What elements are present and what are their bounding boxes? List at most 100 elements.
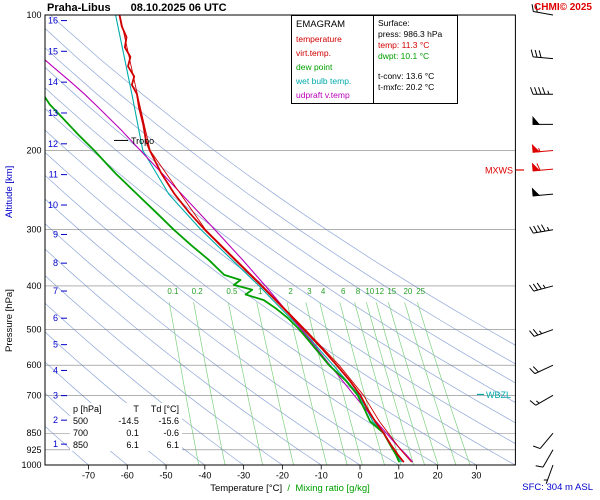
- temperature-axis-label: Temperature [°C]: [210, 483, 283, 494]
- temp-tick-label: -40: [198, 471, 211, 481]
- wbzl-label: WBZL: [486, 390, 511, 400]
- altitude-tick-label: 10: [48, 200, 58, 210]
- wind-barb: [533, 432, 554, 450]
- legend-item: temperature: [296, 34, 342, 44]
- mixing-ratio-label: 3: [307, 287, 312, 296]
- barb-staff: [534, 329, 554, 337]
- mixing-ratio-line: [354, 302, 402, 465]
- barb-staff: [533, 11, 554, 16]
- altitude-axis-label: Altitude [km]: [4, 165, 15, 218]
- table-cell: 700: [73, 428, 89, 438]
- barb-half: [547, 90, 550, 95]
- barb-flag: [531, 143, 541, 153]
- barb-full: [529, 330, 535, 337]
- barb-full: [529, 367, 536, 374]
- surface-box: Surface: press: 986.3 hPa temp: 11.3 °C dw…: [373, 15, 458, 104]
- barb-full: [542, 87, 546, 95]
- mixing-ratio-line: [286, 302, 328, 465]
- virt-temp-curve: [119, 15, 412, 463]
- pressure-axis-label: Pressure [hPa]: [4, 289, 15, 352]
- barb-half: [538, 148, 541, 152]
- barb-full: [536, 282, 542, 290]
- table-cell: 0.1: [126, 428, 139, 438]
- mixing-ratio-label: 12: [375, 287, 384, 296]
- table-cell: 850: [73, 440, 89, 450]
- altitude-tick-label: 14: [48, 77, 58, 87]
- legend-item: dew point: [296, 62, 333, 72]
- barb-full: [529, 400, 537, 406]
- mixing-ratio-line: [319, 302, 363, 465]
- barb-full: [541, 224, 546, 232]
- barb-full: [530, 49, 534, 57]
- page-title: Praha-Libus 08.10.2025 06 UTC: [47, 2, 227, 14]
- mixing-ratio-line: [339, 302, 385, 465]
- mixing-ratio-line: [193, 302, 226, 465]
- barb-staff: [534, 364, 554, 375]
- mixing-ratio-label: 4: [321, 287, 326, 296]
- table-header-row: p [hPa] T Td [°C]: [70, 403, 182, 415]
- wind-barb: [532, 116, 553, 125]
- mixing-ratio-label: 2: [288, 287, 293, 296]
- pressure-tick-label: 500: [26, 325, 41, 335]
- barb-flag: [531, 187, 541, 197]
- altitude-tick-label: 2: [53, 415, 58, 425]
- mixing-ratio-line: [388, 302, 439, 465]
- table-header-cell: T: [133, 404, 139, 414]
- temp-tick-label: -10: [315, 471, 328, 481]
- table-cell: -15.6: [158, 416, 179, 426]
- barb-full: [536, 163, 541, 171]
- altitude-tick-label: 11: [49, 170, 58, 180]
- barb-full: [535, 465, 544, 468]
- table-header-cell: p [hPa]: [73, 404, 102, 414]
- legend-items: temperature virt.temp. dew point wet bulb t…: [296, 32, 369, 102]
- barb-full: [534, 49, 538, 58]
- wind-barb: [531, 4, 554, 16]
- pressure-tick-label: 200: [26, 145, 41, 155]
- legend-item: virt.temp.: [296, 48, 331, 58]
- updraft-virt-temp-curve: [45, 59, 414, 463]
- altitude-tick-label: 12: [48, 139, 58, 149]
- sounding-curves: [45, 15, 414, 463]
- x-axis-title: Temperature [°C] / Mixing ratio [g/kg]: [30, 483, 550, 494]
- barb-half: [546, 226, 550, 231]
- wind-barb: [530, 49, 554, 60]
- dry-adiabat-line: [49, 15, 516, 346]
- mixing-ratio-label: 10: [365, 287, 374, 296]
- annotations: Tropo MXWS WBZL: [114, 136, 524, 400]
- table-row: 700 0.1 -0.6: [70, 427, 182, 439]
- barb-full: [538, 50, 542, 58]
- pressure-tick-label: 600: [26, 360, 41, 370]
- barb-full: [534, 87, 538, 95]
- dew-point-curve: [45, 95, 401, 463]
- wind-barb: [530, 87, 553, 95]
- mixing-ratio-line: [417, 302, 471, 465]
- mixing-ratio-line: [168, 302, 200, 465]
- axis-separator: /: [287, 483, 291, 494]
- dry-adiabat-line: [45, 87, 516, 424]
- barb-full: [530, 87, 534, 95]
- barb-full: [529, 284, 535, 292]
- surface-box-gap: [378, 62, 453, 71]
- barb-half: [536, 400, 540, 404]
- pressure-tick-label: 850: [26, 428, 41, 438]
- altitude-tick-label: 9: [53, 229, 58, 239]
- altitude-tick-label: 13: [48, 108, 58, 118]
- station-name: Praha-Libus: [47, 2, 111, 14]
- pressure-tick-label: 1000: [21, 460, 41, 470]
- legend-box: EMAGRAM temperature virt.temp. dew point we…: [291, 15, 374, 104]
- levels-table-grid: p [hPa] T Td [°C] 500 -14.5 -15.6 700 0.1 -0.6 85…: [70, 403, 182, 451]
- wind-barb: [531, 162, 554, 172]
- table-cell: -0.6: [163, 428, 179, 438]
- pressure-tick-label: 100: [26, 10, 41, 20]
- legend-item: wet bulb temp.: [296, 76, 352, 86]
- levels-table: p [hPa] T Td [°C] 500 -14.5 -15.6 700 0.1 -0.6 85…: [70, 403, 182, 451]
- mixing-ratio-label: 0.1: [167, 287, 179, 296]
- mixing-ratio-label: 8: [356, 287, 361, 296]
- table-row: 850 6.1 6.1: [70, 439, 182, 451]
- altitude-tick-label: 16: [48, 16, 58, 26]
- barb-full: [533, 225, 538, 233]
- mixing-ratio-label: 0.2: [192, 287, 204, 296]
- axes: 1002003004005006007008509251000123456789…: [21, 10, 481, 481]
